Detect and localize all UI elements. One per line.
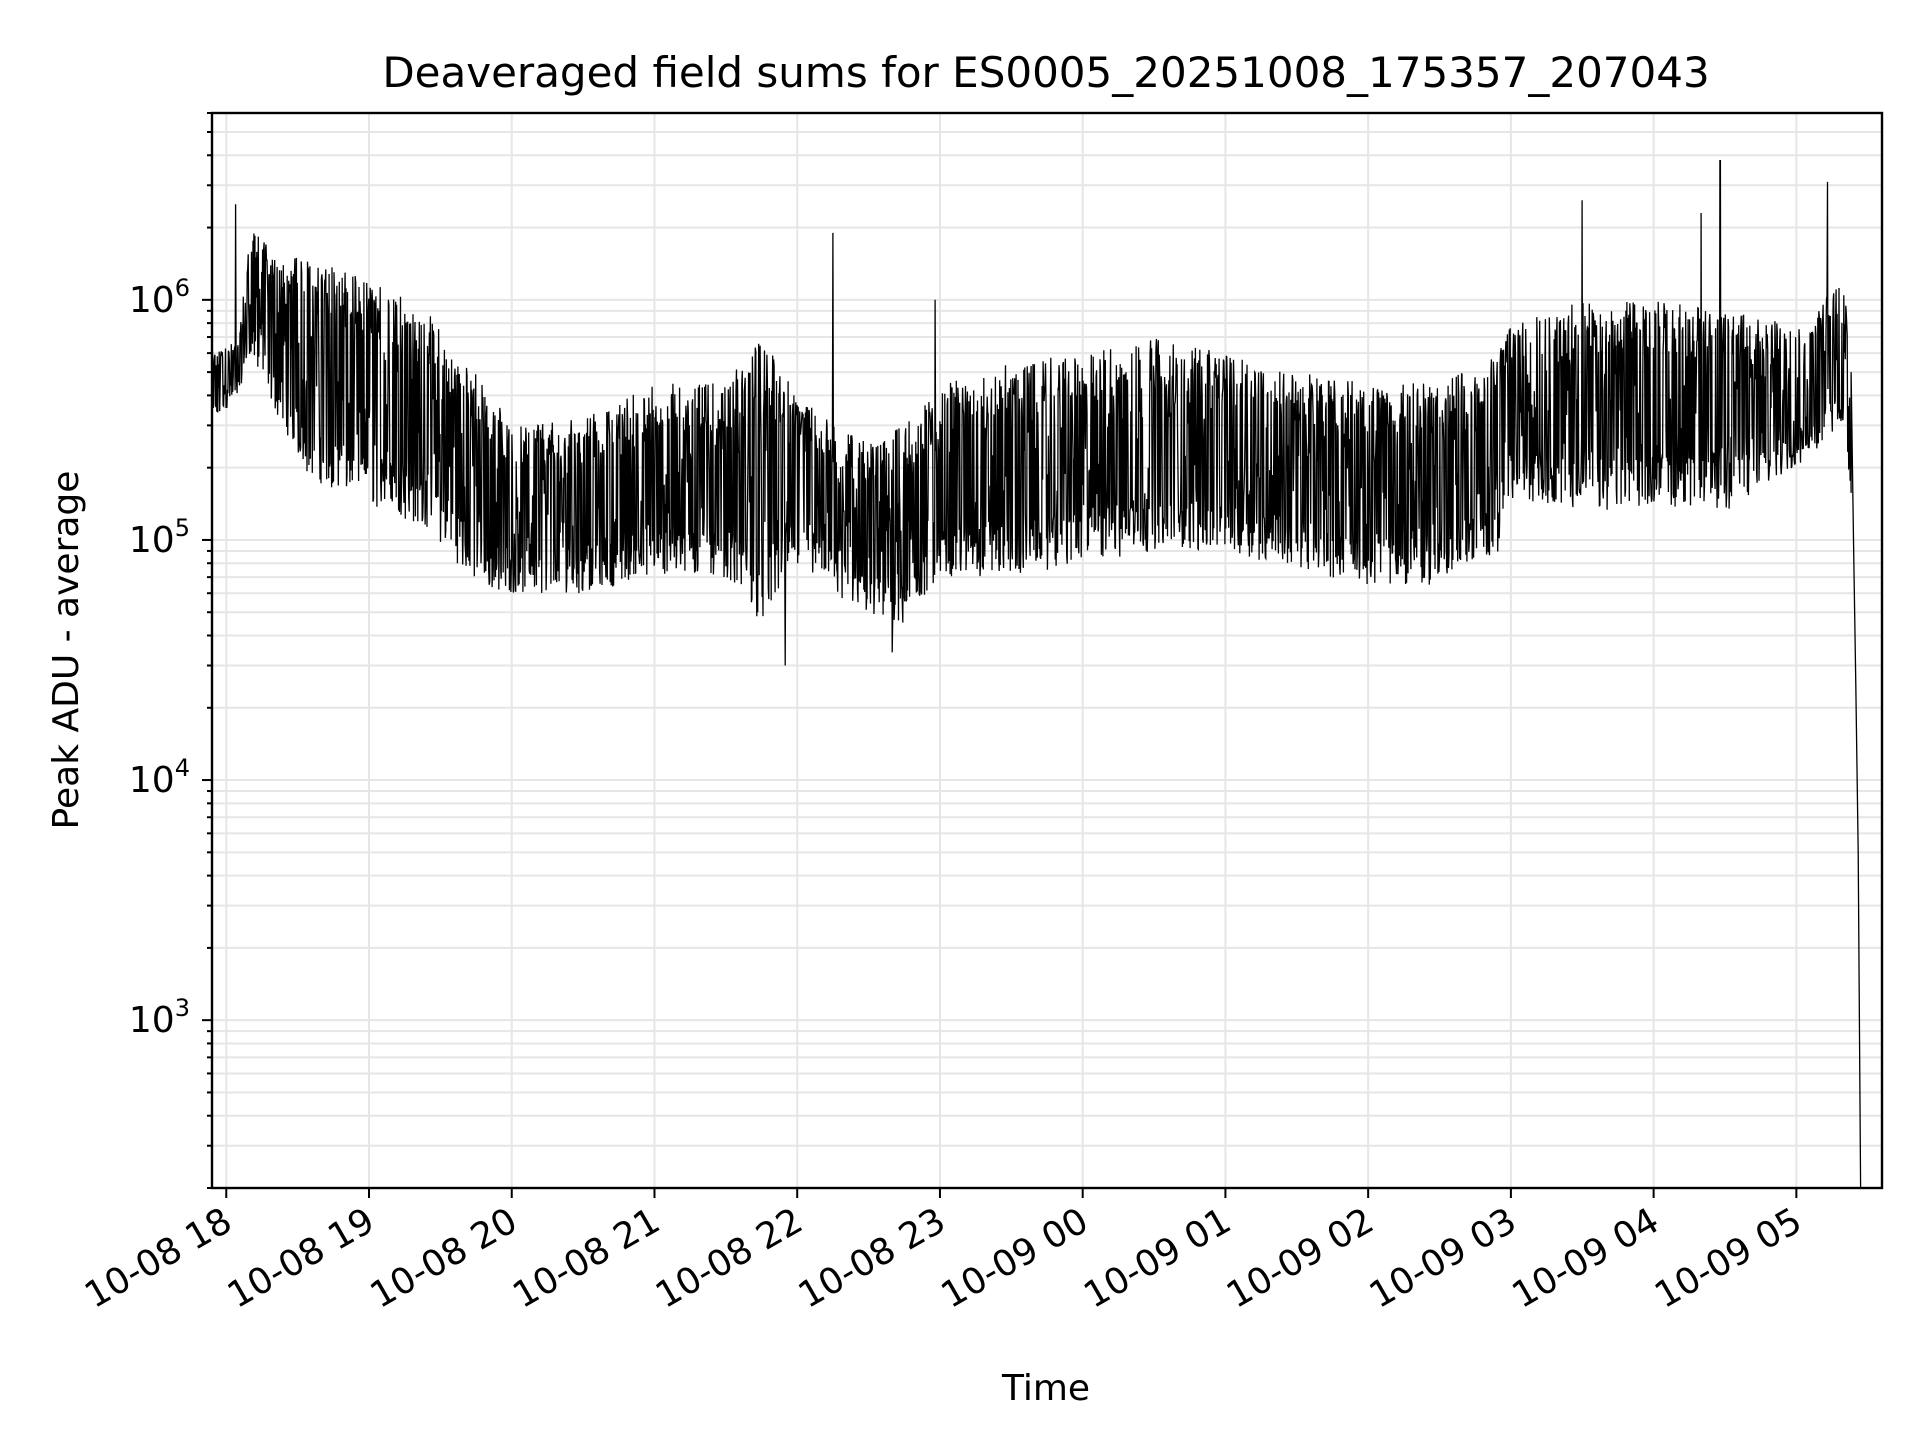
y-tick-label: 106 [129, 274, 190, 321]
x-tick-label: 10-08 22 [649, 1200, 810, 1316]
y-axis-label: Peak ADU - average [46, 471, 87, 830]
y-tick-label: 104 [129, 754, 190, 801]
series-line [211, 159, 1862, 1189]
x-tick-label: 10-09 01 [1077, 1200, 1238, 1316]
chart-title: Deaveraged field sums for ES0005_2025100… [382, 48, 1709, 97]
x-tick-label: 10-08 21 [506, 1200, 667, 1316]
x-tick-label: 10-09 03 [1363, 1200, 1524, 1316]
grid [212, 112, 1882, 1189]
series-layer [211, 159, 1862, 1189]
plot-frame [210, 111, 1884, 1190]
x-tick-label: 10-09 00 [935, 1200, 1096, 1316]
x-tick-label: 10-08 23 [792, 1200, 953, 1316]
x-tick-label: 10-09 05 [1648, 1200, 1809, 1316]
y-tick-label: 103 [129, 994, 190, 1041]
x-tick-label: 10-09 04 [1505, 1200, 1666, 1316]
x-tick-label: 10-09 02 [1220, 1200, 1381, 1316]
x-tick-label: 10-08 18 [78, 1200, 239, 1316]
x-tick-label: 10-08 20 [364, 1200, 525, 1316]
x-tick-label: 10-08 19 [221, 1200, 382, 1316]
x-axis-label: Time [1001, 1368, 1090, 1409]
y-tick-label: 105 [129, 514, 190, 561]
